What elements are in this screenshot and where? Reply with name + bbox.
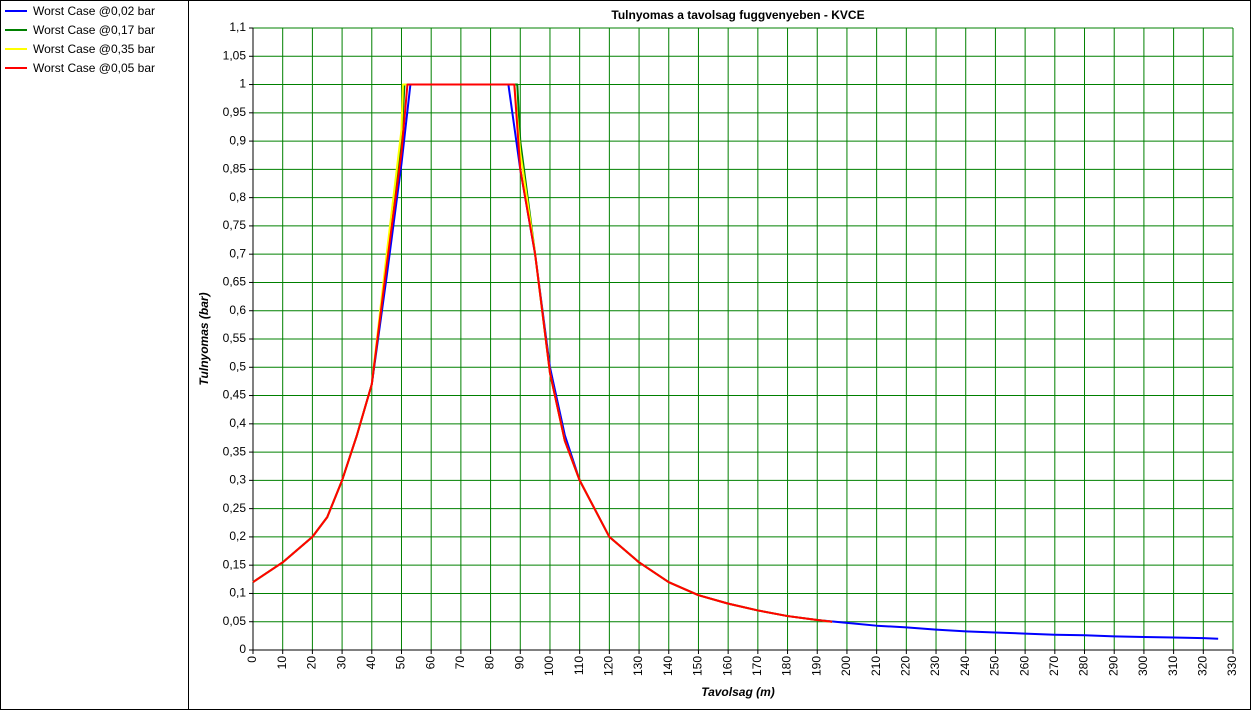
chart-frame	[188, 0, 1251, 710]
y-tick-label: 0,9	[229, 133, 246, 147]
y-tick-label: 1	[239, 77, 246, 91]
x-tick-label: 170	[750, 656, 764, 676]
y-tick-label: 1,1	[229, 20, 246, 34]
y-tick-label: 0	[239, 642, 246, 656]
y-tick-label: 0,4	[229, 416, 246, 430]
x-tick-label: 220	[899, 656, 913, 676]
x-tick-label: 90	[512, 656, 526, 670]
x-tick-label: 190	[809, 656, 823, 676]
x-tick-label: 320	[1195, 656, 1209, 676]
x-tick-label: 60	[423, 656, 437, 670]
y-tick-label: 0,6	[229, 303, 246, 317]
x-tick-label: 270	[1047, 656, 1061, 676]
legend-item: Worst Case @0,17 bar	[1, 20, 188, 39]
x-tick-label: 230	[928, 656, 942, 676]
x-tick-label: 310	[1166, 656, 1180, 676]
y-tick-label: 1,05	[223, 48, 247, 62]
y-tick-label: 0,5	[229, 359, 246, 373]
y-tick-label: 0,2	[229, 529, 246, 543]
x-tick-label: 210	[869, 656, 883, 676]
y-tick-label: 0,1	[229, 586, 246, 600]
x-tick-label: 10	[275, 656, 289, 670]
legend-swatch	[5, 66, 27, 69]
x-tick-label: 290	[1106, 656, 1120, 676]
x-tick-label: 240	[958, 656, 972, 676]
legend: Worst Case @0,02 bar Worst Case @0,17 bar…	[0, 0, 189, 710]
x-tick-label: 120	[602, 656, 616, 676]
x-tick-label: 130	[631, 656, 645, 676]
x-tick-label: 150	[691, 656, 705, 676]
x-tick-label: 180	[780, 656, 794, 676]
legend-item: Worst Case @0,02 bar	[1, 1, 188, 20]
y-tick-label: 0,3	[229, 473, 246, 487]
y-tick-label: 0,65	[223, 275, 247, 289]
legend-label: Worst Case @0,02 bar	[33, 3, 156, 18]
y-tick-label: 0,75	[223, 218, 247, 232]
legend-swatch	[5, 47, 27, 50]
x-tick-label: 260	[1017, 656, 1031, 676]
legend-label: Worst Case @0,35 bar	[33, 41, 156, 56]
x-tick-label: 110	[572, 656, 586, 675]
legend-label: Worst Case @0,17 bar	[33, 22, 156, 37]
x-tick-label: 330	[1225, 656, 1239, 676]
legend-item: Worst Case @0,05 bar	[1, 58, 188, 77]
y-tick-label: 0,35	[223, 444, 247, 458]
y-tick-label: 0,25	[223, 501, 247, 515]
x-tick-label: 20	[305, 656, 319, 670]
x-tick-label: 200	[839, 656, 853, 676]
x-tick-label: 40	[364, 656, 378, 670]
series-line	[252, 83, 833, 623]
x-tick-label: 300	[1136, 656, 1150, 676]
chart-title: Tulnyomas a tavolsag fuggvenyeben - KVCE	[611, 8, 864, 22]
legend-item: Worst Case @0,35 bar	[1, 39, 188, 58]
y-tick-label: 0,15	[223, 557, 247, 571]
y-tick-label: 0,8	[229, 190, 246, 204]
x-tick-label: 80	[483, 656, 497, 670]
legend-swatch	[5, 9, 27, 12]
x-tick-label: 140	[661, 656, 675, 676]
x-tick-label: 100	[542, 656, 556, 676]
x-axis-title: Tavolsag (m)	[701, 685, 775, 699]
x-tick-label: 50	[394, 656, 408, 670]
x-tick-label: 30	[334, 656, 348, 670]
legend-swatch	[5, 28, 27, 31]
x-tick-label: 280	[1077, 656, 1091, 676]
x-tick-label: 250	[988, 656, 1002, 676]
x-tick-label: 70	[453, 656, 467, 670]
y-tick-label: 0,85	[223, 162, 247, 176]
x-tick-label: 160	[720, 656, 734, 676]
y-tick-label: 0,05	[223, 614, 247, 628]
y-axis-title: Tulnyomas (bar)	[197, 292, 211, 385]
legend-label: Worst Case @0,05 bar	[33, 60, 156, 75]
y-tick-label: 0,95	[223, 105, 247, 119]
x-tick-label: 0	[245, 656, 259, 663]
y-tick-label: 0,45	[223, 388, 247, 402]
y-tick-label: 0,7	[229, 246, 246, 260]
y-tick-label: 0,55	[223, 331, 247, 345]
chart: Tulnyomas a tavolsag fuggvenyeben - KVCE…	[188, 0, 1251, 710]
